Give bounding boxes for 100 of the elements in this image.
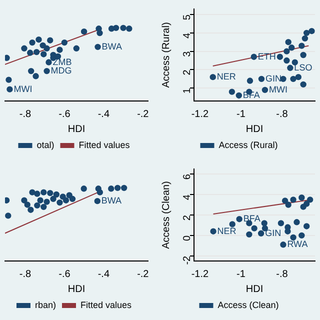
y-axis-title: Access (Clean) — [160, 181, 172, 249]
point — [262, 86, 268, 94]
legend-label: Access (Clean) — [218, 300, 279, 310]
x-tick-label: -1.2 — [191, 268, 209, 280]
point — [37, 197, 44, 204]
point — [298, 42, 305, 49]
point — [44, 68, 50, 74]
point — [282, 198, 288, 204]
point — [29, 39, 36, 46]
point — [21, 45, 28, 52]
annotation: LSO — [294, 62, 312, 72]
legend-label: Access (Rural) — [218, 140, 278, 150]
point — [40, 189, 47, 196]
x-axis-title: HDI — [246, 284, 264, 295]
point — [126, 26, 132, 32]
x-axis-title: HDI — [68, 284, 86, 295]
point — [62, 197, 70, 204]
point — [47, 37, 54, 44]
annotation: ZMB — [52, 56, 72, 67]
point — [96, 30, 103, 36]
point — [56, 46, 63, 53]
point — [120, 184, 128, 192]
point — [303, 30, 310, 36]
x-tick-label: -.6 — [58, 268, 71, 280]
point — [21, 197, 28, 204]
annotation: MWI — [14, 84, 32, 94]
point — [96, 189, 104, 196]
point — [44, 45, 50, 52]
point — [285, 202, 292, 208]
annotation: NER — [217, 226, 237, 236]
point — [53, 191, 60, 198]
x-tick-label: -.6 — [58, 108, 71, 120]
point — [44, 198, 50, 205]
point — [288, 44, 295, 51]
point — [60, 194, 66, 200]
point — [287, 64, 294, 71]
x-tick-label: -1.2 — [191, 108, 209, 120]
point — [47, 190, 54, 196]
annotation: BWA — [102, 41, 122, 52]
point — [258, 76, 265, 82]
point — [6, 76, 12, 83]
y-tick-label: 6 — [182, 174, 193, 180]
point — [32, 73, 39, 80]
point — [300, 52, 306, 58]
point — [280, 242, 286, 248]
point — [6, 86, 13, 92]
point — [306, 196, 314, 203]
point — [290, 196, 296, 203]
point — [229, 221, 236, 228]
x-tick-label: -.8 — [276, 108, 288, 120]
annotation: BFA — [243, 214, 260, 224]
legend-label: otal) — [36, 140, 54, 150]
point — [228, 88, 236, 95]
point — [284, 57, 290, 64]
annotation: GIN — [265, 228, 282, 238]
legend-label: Fitted values — [78, 140, 130, 150]
point — [308, 28, 315, 34]
point — [66, 192, 72, 198]
point — [94, 198, 100, 204]
point — [46, 59, 52, 66]
point — [5, 197, 10, 204]
point — [112, 24, 120, 32]
point — [284, 48, 290, 54]
point — [56, 199, 63, 206]
point — [300, 204, 306, 210]
point — [50, 196, 56, 202]
point — [246, 231, 252, 238]
y-tick-label: 2 — [182, 214, 193, 221]
point — [69, 196, 76, 202]
legend-label: rban) — [34, 300, 56, 310]
point — [285, 39, 292, 46]
point — [5, 54, 10, 61]
y-tick-label: -2 — [182, 255, 193, 265]
point — [29, 189, 36, 196]
point — [34, 202, 40, 209]
y-tick-label: 1 — [182, 88, 193, 94]
y-tick-label: 5 — [182, 14, 193, 20]
point — [114, 184, 121, 192]
point — [258, 230, 264, 236]
annotation: ETH — [258, 51, 276, 62]
y-axis-title: Access (Rural) — [160, 22, 172, 88]
point — [246, 78, 254, 84]
x-tick-label: -.2 — [137, 108, 150, 120]
y-tick-label: 2 — [182, 69, 193, 76]
x-tick-label: -.8 — [19, 108, 32, 120]
annotation: MDG — [50, 66, 72, 76]
point — [40, 51, 47, 58]
point — [33, 48, 40, 56]
point — [40, 204, 47, 210]
point — [210, 228, 216, 234]
annotation: MWI — [268, 84, 288, 94]
point — [302, 35, 308, 42]
point — [290, 234, 296, 241]
point — [80, 28, 88, 35]
point — [300, 81, 306, 88]
point — [290, 76, 296, 82]
point — [236, 92, 242, 99]
point — [27, 50, 34, 56]
annotation: GIN — [265, 73, 282, 84]
annotation: RWA — [287, 239, 308, 250]
